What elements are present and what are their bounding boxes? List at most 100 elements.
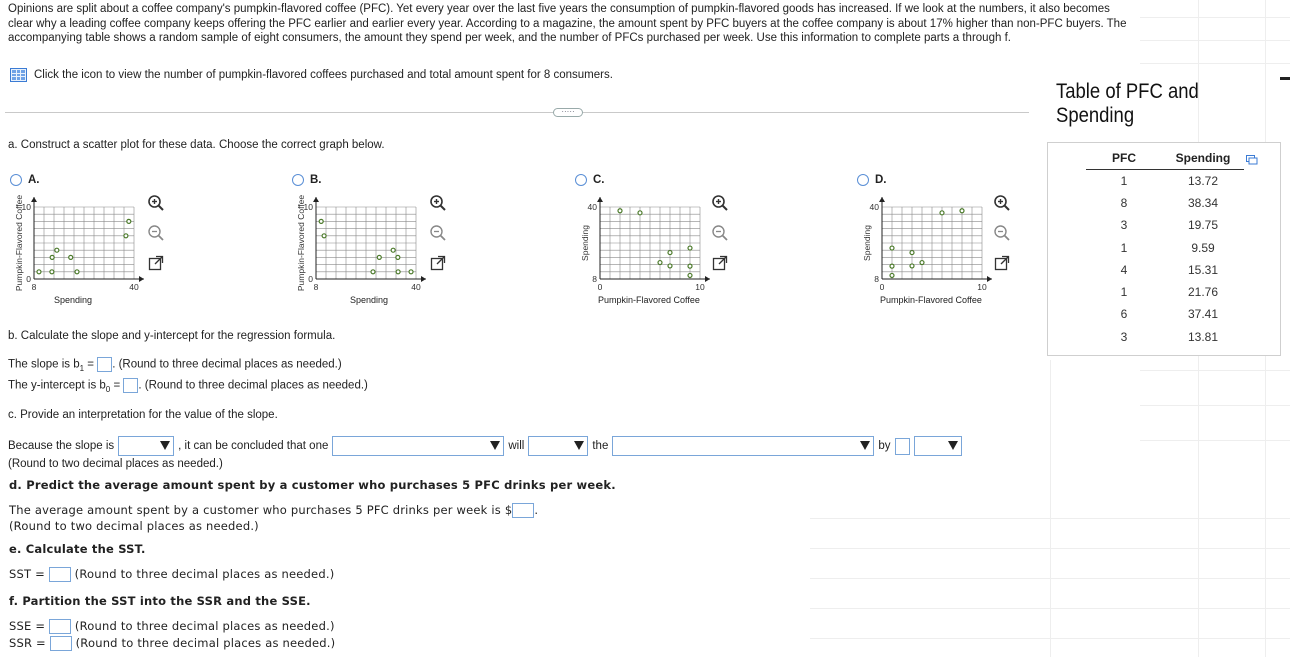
option-d-label: D.	[875, 174, 887, 186]
scatter-point	[126, 218, 132, 224]
table-row: 1 21.76	[1086, 281, 1244, 303]
table-row: 6 37.41	[1086, 303, 1244, 325]
zoom-in-icon[interactable]	[429, 194, 447, 212]
zoom-out-icon[interactable]	[147, 224, 165, 242]
option-b[interactable]: B.	[292, 174, 322, 186]
table-link[interactable]: Click the icon to view the number of pum…	[10, 68, 613, 82]
scatter-point	[390, 247, 396, 253]
expand-button[interactable]: ·····	[553, 108, 583, 117]
table-row: 1 13.72	[1086, 170, 1244, 192]
option-d-xlabel: Pumpkin-Flavored Coffee	[880, 295, 982, 305]
slope-label: The slope is b	[8, 358, 80, 371]
cell-spending: 37.41	[1187, 307, 1219, 322]
minimize-button[interactable]	[1280, 77, 1290, 80]
scatter-point	[667, 263, 673, 269]
zoom-in-icon[interactable]	[147, 194, 165, 212]
radio-a[interactable]	[10, 174, 22, 186]
radio-b[interactable]	[292, 174, 304, 186]
cell-spending: 15.31	[1187, 262, 1219, 277]
slope-note: . (Round to three decimal places as need…	[112, 358, 342, 371]
scatter-point	[123, 233, 129, 239]
option-c-label: C.	[593, 174, 605, 186]
scatter-plot-d: 40 8 0 10 Spending	[862, 195, 992, 308]
copy-icon[interactable]	[1246, 154, 1258, 165]
option-a[interactable]: A.	[10, 174, 40, 186]
x-axis-arrow	[705, 276, 710, 282]
interp-text-1: Because the slope is	[8, 440, 115, 452]
y-axis-arrow	[879, 197, 885, 202]
table-row: 3 13.81	[1086, 326, 1244, 348]
scatter-point	[321, 233, 327, 239]
y-tick-label: 0	[26, 274, 31, 284]
part-d-note: (Round to two decimal places as needed.)	[9, 519, 259, 533]
direction-dropdown[interactable]	[528, 436, 589, 456]
interpretation-line: Because the slope is , it can be conclud…	[8, 436, 962, 456]
units-dropdown[interactable]	[913, 436, 962, 456]
zoom-in-icon[interactable]	[711, 194, 729, 212]
y-tick-label: 8	[592, 274, 597, 284]
scatter-point	[318, 218, 324, 224]
amount-input[interactable]	[894, 437, 910, 455]
cell-pfc: 1	[1120, 285, 1128, 300]
scatter-point	[395, 269, 401, 275]
sse-line: SSE = (Round to three decimal places as …	[9, 619, 335, 634]
intercept-input[interactable]	[123, 378, 139, 393]
y-tick-label: 8	[874, 274, 879, 284]
slope-input[interactable]	[97, 357, 113, 372]
part-f-prompt: f. Partition the SST into the SSR and th…	[9, 594, 311, 608]
cell-pfc: 1	[1120, 240, 1128, 255]
predicted-amount-input[interactable]	[512, 503, 535, 518]
zoom-out-icon[interactable]	[711, 224, 729, 242]
scatter-point	[68, 254, 74, 261]
scatter-point	[889, 263, 895, 269]
popout-icon[interactable]	[147, 254, 165, 272]
x-tick-label: 10	[695, 282, 705, 292]
data-table-panel: PFC Spending 1 13.72 8 38.34 3 19.75 1 9.59 4 15.…	[1047, 142, 1281, 356]
table-title: Table of PFC and Spending	[1056, 80, 1199, 127]
table-icon[interactable]	[10, 68, 27, 82]
popout-icon[interactable]	[711, 254, 729, 272]
ssr-input[interactable]	[49, 636, 72, 651]
divider	[5, 112, 1029, 113]
y-axis-label: Spending	[862, 225, 872, 261]
cell-spending: 9.59	[1191, 240, 1215, 255]
ssr-label: SSR =	[9, 636, 46, 650]
cell-spending: 13.81	[1187, 329, 1219, 344]
cell-pfc: 4	[1120, 262, 1128, 277]
slope-subscript: 1	[79, 363, 85, 373]
y-axis-label: Spending	[580, 225, 590, 261]
option-c[interactable]: C.	[575, 174, 605, 186]
radio-d[interactable]	[857, 174, 869, 186]
cell-spending: 13.72	[1187, 173, 1219, 188]
y-tick-label: 10	[22, 202, 32, 212]
sse-input[interactable]	[49, 619, 72, 634]
quantity-dropdown[interactable]	[612, 436, 875, 456]
zoom-in-icon[interactable]	[993, 194, 1011, 212]
cell-pfc: 8	[1120, 195, 1128, 210]
scatter-point	[74, 269, 80, 275]
slope-sign-dropdown[interactable]	[118, 436, 175, 456]
x-tick-label: 0	[880, 282, 885, 292]
part-d-prompt: d. Predict the average amount spent by a…	[9, 478, 616, 492]
zoom-out-icon[interactable]	[993, 224, 1011, 242]
x-tick-label: 8	[32, 282, 37, 292]
radio-c[interactable]	[575, 174, 587, 186]
sse-label: SSE =	[9, 619, 46, 633]
cell-pfc: 3	[1120, 218, 1128, 233]
zoom-out-icon[interactable]	[429, 224, 447, 242]
scatter-plot-a: 10 0 8 40 Pumpkin-Flavored Coffee	[14, 195, 144, 308]
scatter-point	[919, 259, 925, 266]
x-tick-label: 8	[314, 282, 319, 292]
option-d[interactable]: D.	[857, 174, 887, 186]
unit-dropdown[interactable]	[332, 436, 505, 456]
y-axis-label: Pumpkin-Flavored Coffee	[14, 195, 24, 291]
popout-icon[interactable]	[993, 254, 1011, 272]
scatter-point	[939, 210, 945, 216]
option-a-label: A.	[28, 174, 40, 186]
scatter-point	[637, 210, 643, 216]
x-axis-arrow	[421, 276, 426, 282]
sst-input[interactable]	[48, 567, 71, 582]
popout-icon[interactable]	[429, 254, 447, 272]
cell-pfc: 6	[1120, 307, 1128, 322]
y-axis-arrow	[31, 197, 37, 202]
